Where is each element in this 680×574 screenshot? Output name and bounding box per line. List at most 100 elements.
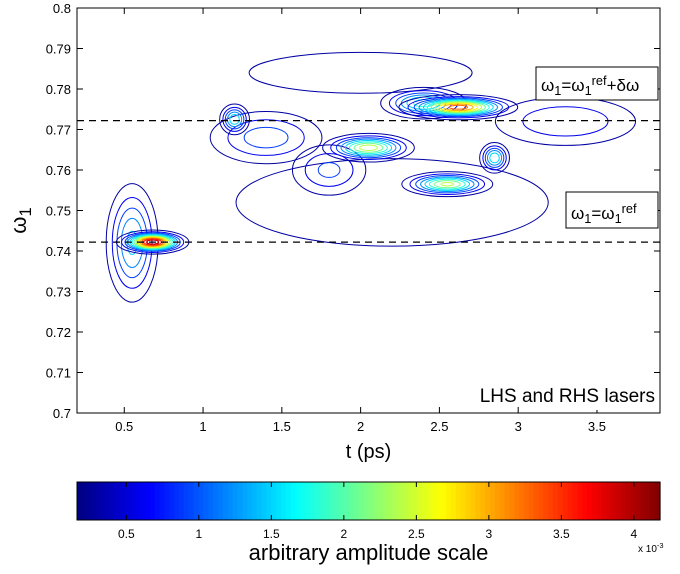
colorbar-cell bbox=[514, 482, 520, 520]
colorbar-cell bbox=[242, 482, 248, 520]
text-part: 1 bbox=[585, 83, 592, 98]
colorbar-tick-label: 3.5 bbox=[553, 527, 570, 541]
contour-line bbox=[482, 145, 507, 171]
colorbar-cell bbox=[480, 482, 486, 520]
contour-line bbox=[322, 132, 415, 163]
colorbar-cell bbox=[528, 482, 535, 520]
colorbar-cell bbox=[227, 482, 234, 520]
contour-line bbox=[349, 141, 388, 155]
colorbar-cell bbox=[281, 482, 287, 520]
contour-line bbox=[304, 153, 354, 187]
contour-line bbox=[124, 232, 181, 252]
contour-line bbox=[135, 236, 170, 249]
colorbar-cell bbox=[363, 482, 370, 520]
colorbar-cell bbox=[640, 482, 647, 520]
colorbar-cell bbox=[324, 482, 331, 520]
colorbar-cell bbox=[577, 482, 583, 520]
colorbar-cell bbox=[451, 482, 457, 520]
colorbar-cell bbox=[431, 482, 438, 520]
colorbar-cell bbox=[339, 482, 345, 520]
colorbar-tick-label: 0.5 bbox=[118, 527, 135, 541]
colorbar-cell bbox=[368, 482, 374, 520]
colorbar-cell bbox=[334, 482, 340, 520]
y-tick-label: 0.71 bbox=[46, 366, 71, 381]
colorbar-tick-label: 1.5 bbox=[263, 527, 280, 541]
contour-line bbox=[522, 106, 609, 137]
colorbar-cell bbox=[203, 482, 209, 520]
contour-line bbox=[418, 98, 499, 117]
contour-line bbox=[344, 140, 393, 156]
colorbar-cell bbox=[441, 482, 447, 520]
colorbar-cell bbox=[611, 482, 617, 520]
colorbar-cell bbox=[378, 482, 384, 520]
contour-line bbox=[335, 137, 402, 159]
colorbar-cell bbox=[125, 482, 132, 520]
colorbar-cell bbox=[149, 482, 156, 520]
y-tick-label: 0.76 bbox=[46, 163, 71, 178]
colorbar-cell bbox=[553, 482, 559, 520]
x-tick-label: 1.5 bbox=[273, 419, 291, 434]
colorbar-cell bbox=[193, 482, 200, 520]
contour-line bbox=[448, 104, 469, 110]
colorbar-cell bbox=[470, 482, 476, 520]
y-tick-label: 0.8 bbox=[53, 1, 71, 16]
colorbar-cell bbox=[645, 482, 651, 520]
contour-line bbox=[440, 181, 455, 187]
colorbar-cell bbox=[587, 482, 593, 520]
colorbar-cell bbox=[101, 482, 107, 520]
x-tick-label: 2.5 bbox=[430, 419, 448, 434]
contour-line bbox=[235, 158, 549, 247]
contour-line bbox=[317, 162, 341, 178]
colorbar-cell bbox=[232, 482, 238, 520]
colorbar-cell bbox=[567, 482, 574, 520]
colorbar-cell bbox=[548, 482, 554, 520]
colorbar-cell bbox=[237, 482, 243, 520]
colorbar-tick-label: 4 bbox=[631, 527, 638, 541]
text-part: 1 bbox=[554, 83, 561, 98]
contour-line bbox=[413, 97, 503, 118]
text-part: ω bbox=[541, 76, 554, 95]
y-tick-label: 0.74 bbox=[46, 244, 71, 259]
contour-line bbox=[415, 174, 480, 194]
contour-line bbox=[222, 106, 247, 132]
colorbar-cell bbox=[319, 482, 326, 520]
contour-line bbox=[353, 142, 384, 153]
contour-line bbox=[126, 230, 138, 256]
rich-text: x 10-3 bbox=[638, 541, 664, 555]
contour-line bbox=[434, 101, 483, 113]
contour-line bbox=[486, 150, 503, 166]
legend-box bbox=[540, 378, 658, 410]
colorbar-cell bbox=[261, 482, 268, 520]
colorbar-cell bbox=[402, 482, 408, 520]
colorbar-cell bbox=[266, 482, 272, 520]
contour-line bbox=[330, 135, 407, 161]
colorbar-cell bbox=[436, 482, 442, 520]
colorbar-cell bbox=[120, 482, 127, 520]
colorbar-cell bbox=[392, 482, 399, 520]
contour-line bbox=[340, 138, 397, 157]
colorbar-cell bbox=[86, 482, 93, 520]
x-tick-label: 2 bbox=[357, 419, 364, 434]
colorbar-cell bbox=[256, 482, 263, 520]
colorbar-cell bbox=[412, 482, 418, 520]
colorbar-cell bbox=[96, 482, 102, 520]
colorbar-frame bbox=[76, 481, 661, 521]
contour-line bbox=[401, 171, 494, 198]
text-part: +δω bbox=[607, 76, 640, 95]
contour-line bbox=[430, 100, 486, 114]
colorbar-cell bbox=[475, 482, 481, 520]
colorbar-cell bbox=[562, 482, 569, 520]
colorbar-cell bbox=[519, 482, 525, 520]
legend-text: LHS and RHS lasers bbox=[480, 386, 655, 407]
colorbar-tick-label: 2 bbox=[341, 527, 348, 541]
colorbar-cell bbox=[247, 482, 253, 520]
rich-text: ω1=ω1ref bbox=[571, 201, 637, 226]
colorbar-cell bbox=[625, 482, 632, 520]
colorbar-cell bbox=[179, 482, 185, 520]
x-tick-label: 0.5 bbox=[115, 419, 133, 434]
text-part: =ω bbox=[591, 204, 614, 223]
contour-line bbox=[420, 176, 475, 193]
colorbar-cell bbox=[397, 482, 404, 520]
colorbar-cell bbox=[650, 482, 656, 520]
